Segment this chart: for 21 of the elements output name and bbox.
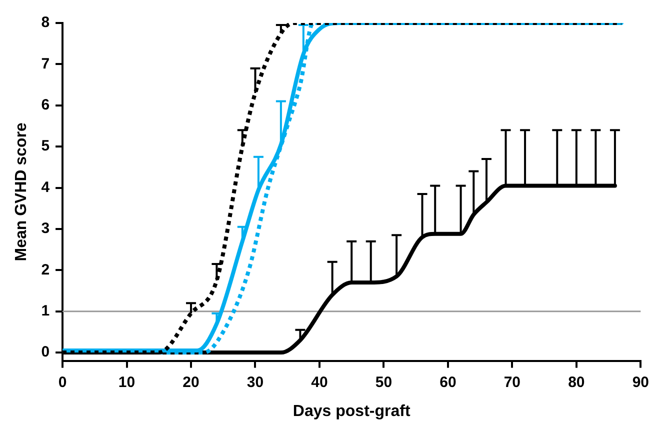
x-tick-label: 0 bbox=[58, 374, 67, 391]
y-tick-label: 5 bbox=[41, 138, 50, 155]
y-tick-label: 2 bbox=[41, 261, 50, 278]
x-tick-label: 40 bbox=[311, 374, 328, 391]
x-tick-label: 90 bbox=[632, 374, 649, 391]
x-axis-title: Days post-graft bbox=[292, 402, 411, 420]
x-tick-label: 30 bbox=[246, 374, 264, 391]
y-axis-title: Mean GVHD score bbox=[13, 122, 30, 262]
x-tick-label: 80 bbox=[568, 374, 585, 391]
x-tick-label: 60 bbox=[440, 374, 456, 391]
y-tick-label: 0 bbox=[41, 344, 50, 361]
y-tick-label: 3 bbox=[41, 220, 50, 238]
x-tick-label: 20 bbox=[182, 374, 200, 391]
x-tick-label: 10 bbox=[118, 374, 136, 391]
x-tick-label: 70 bbox=[504, 374, 521, 391]
y-tick-label: 6 bbox=[41, 96, 50, 114]
x-tick-label: 50 bbox=[375, 374, 392, 391]
y-tick-label: 7 bbox=[41, 55, 50, 72]
y-tick-label: 4 bbox=[41, 178, 50, 196]
y-tick-label: 8 bbox=[41, 14, 50, 32]
y-tick-label: 1 bbox=[41, 302, 50, 320]
